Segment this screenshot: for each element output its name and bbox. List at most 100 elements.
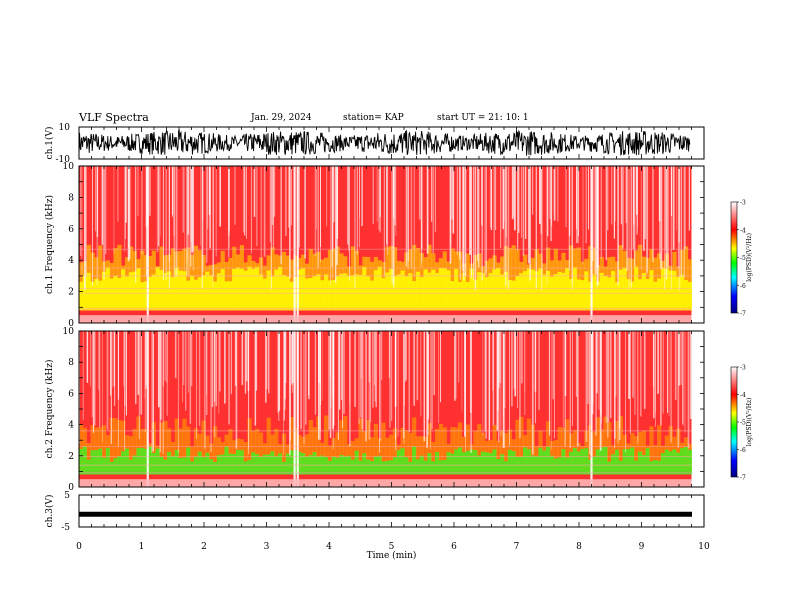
spectrogram-low-band — [243, 270, 248, 311]
spectrogram-low-band — [251, 268, 256, 311]
x-tick-label: 0 — [76, 542, 82, 552]
spectrogram-low-band — [511, 280, 516, 311]
spectrogram-low-band — [614, 449, 620, 475]
spectrogram-mid-band — [324, 415, 329, 472]
spectrogram-low-band — [136, 268, 141, 311]
x-axis-label: Time (min) — [367, 550, 417, 561]
spectrogram-low-band — [201, 457, 206, 475]
spectrogram-mid-band — [676, 428, 681, 472]
spectrogram-low-band — [538, 268, 543, 311]
spectrogram-base-band — [79, 479, 692, 487]
spectrogram-low-band — [649, 270, 654, 311]
spectrogram-low-band — [461, 452, 467, 475]
spectrogram-mid-band — [389, 434, 394, 472]
spectrogram-low-band — [515, 456, 520, 475]
spectrogram-low-band — [289, 450, 294, 475]
spectrogram-mid-band — [174, 418, 179, 472]
spectrogram-mid-band — [377, 438, 382, 472]
spectrogram-mid-band — [167, 428, 172, 472]
spectrogram-low-band — [136, 448, 141, 475]
spectrogram-low-band — [431, 269, 436, 311]
spectrogram-low-band — [576, 279, 581, 311]
spectrogram-low-band — [354, 274, 359, 311]
spectrogram-mid-band — [343, 416, 348, 472]
spectrogram-mid-band — [98, 245, 103, 308]
spectrogram-low-band — [457, 447, 463, 475]
spectrogram-low-band — [557, 271, 562, 311]
spectrogram-low-band — [607, 461, 612, 475]
spectrogram-low-band — [641, 455, 646, 475]
spectrogram-low-band — [247, 460, 252, 475]
spectrogram-low-band — [86, 459, 91, 475]
colorbar-tick-label: -4 — [740, 227, 746, 234]
spectrogram-low-band — [354, 450, 359, 475]
spectrogram-low-band — [358, 274, 363, 311]
spectrogram-low-band — [423, 460, 428, 475]
spectrogram-low-band — [469, 268, 474, 311]
spectrogram-low-band — [412, 446, 417, 475]
spectrogram-low-band — [178, 457, 183, 475]
spectrogram-low-band — [503, 461, 509, 475]
spectrogram-low-band — [454, 449, 459, 475]
spectrogram-low-band — [327, 280, 333, 311]
spectrogram-low-band — [645, 278, 650, 311]
ch1-waveform-line — [78, 129, 691, 156]
spectrogram-low-band — [511, 451, 516, 475]
colorbar-tick-label: -5 — [740, 420, 746, 427]
spectrogram-low-band — [297, 451, 302, 475]
spectrogram-low-band — [676, 276, 681, 311]
spectrogram-mid-band — [247, 418, 252, 472]
spectrogram-mid-band — [450, 248, 455, 308]
y-tick-label: 10 — [59, 123, 71, 133]
spectrogram-low-band — [144, 448, 149, 475]
spectrogram-low-band — [216, 273, 222, 311]
spectrogram-mid-band — [362, 431, 367, 472]
spectrogram-low-band — [519, 273, 524, 311]
spectrogram-low-band — [569, 278, 574, 311]
spectrogram-mid-band — [331, 248, 336, 308]
spectrogram-low-band — [201, 274, 206, 311]
spectrogram-low-band — [132, 271, 137, 311]
spectrogram-low-band — [542, 274, 547, 311]
spectrogram-low-band — [419, 277, 424, 311]
spectrogram-low-band — [128, 272, 133, 311]
spectrogram-mid-band — [618, 415, 623, 472]
spectrogram-mid-band — [255, 428, 260, 472]
spectrogram-low-band — [649, 461, 654, 475]
spectrogram-low-band — [392, 457, 398, 475]
spectrogram-low-band — [369, 280, 375, 311]
spectrogram-low-band — [385, 272, 390, 311]
spectrogram-low-band — [668, 451, 673, 475]
spectrogram-mid-band — [507, 247, 512, 308]
spectrogram-low-band — [450, 281, 455, 311]
y-tick-label: -5 — [61, 523, 70, 533]
spectrogram-low-band — [193, 456, 199, 475]
x-tick-label: 9 — [639, 542, 645, 552]
spectrogram-mid-band — [281, 433, 287, 472]
spectrogram-low-band — [492, 449, 497, 475]
spectrogram-mid-band — [588, 425, 593, 472]
spectrogram-low-band — [565, 268, 570, 311]
spectrogram-mid-band — [412, 417, 417, 472]
spectrogram-low-band — [415, 271, 421, 311]
spectrogram-low-band — [362, 453, 367, 475]
spectrogram-ylabel: ch.1 Frequency (kHz) — [44, 195, 55, 294]
spectrogram-mid-band — [335, 432, 340, 472]
spectrogram-low-band — [343, 273, 348, 311]
spectrogram-low-band — [98, 448, 103, 475]
spectrogram-low-band — [526, 268, 532, 311]
spectrogram-low-band — [90, 450, 95, 475]
spectrogram-low-band — [167, 271, 172, 311]
spectrogram-low-band — [400, 448, 405, 475]
spectrogram-mid-band — [331, 438, 336, 472]
spectrogram-mid-band — [366, 420, 371, 472]
spectrogram-low-band — [285, 453, 290, 475]
spectrogram-low-band — [281, 275, 287, 311]
spectrogram-low-band — [270, 451, 275, 475]
spectrogram-low-band — [182, 457, 187, 475]
colorbar-tick-label: -7 — [740, 311, 746, 318]
spectrogram-mid-band — [159, 422, 164, 472]
spectrogram-low-band — [209, 459, 214, 475]
spectrogram-low-band — [672, 270, 677, 311]
spectrogram-low-band — [653, 281, 658, 311]
